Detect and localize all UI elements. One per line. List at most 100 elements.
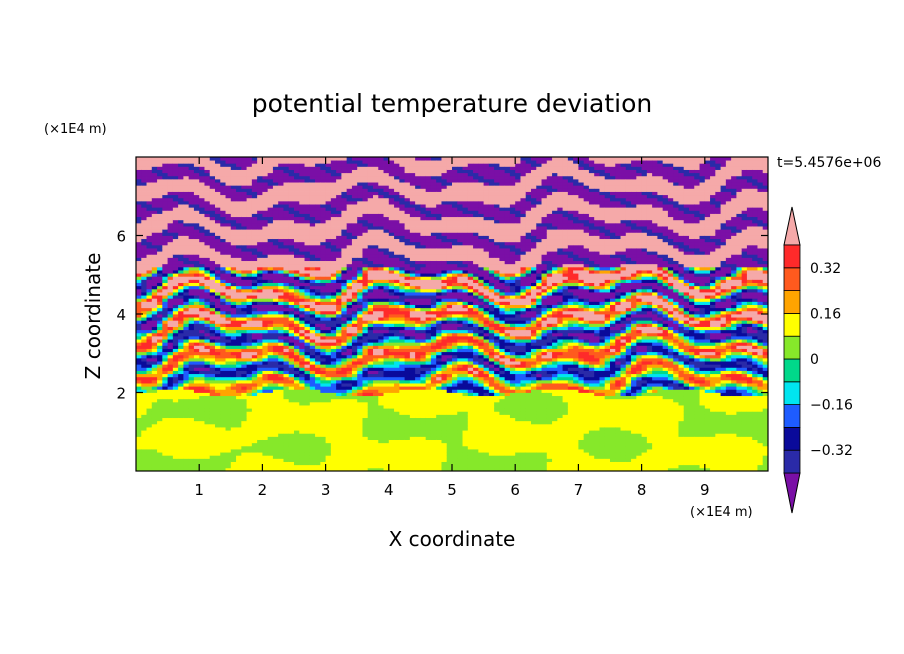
heatmap-cell bbox=[367, 449, 374, 453]
heatmap-cell bbox=[172, 379, 179, 384]
heatmap-cell bbox=[157, 317, 163, 321]
heatmap-cell bbox=[188, 270, 195, 274]
heatmap-cell bbox=[267, 452, 274, 456]
heatmap-cell bbox=[183, 298, 190, 302]
heatmap-cell bbox=[209, 455, 216, 459]
heatmap-cell bbox=[294, 401, 300, 406]
heatmap-cell bbox=[251, 345, 258, 349]
heatmap-cell bbox=[167, 188, 174, 192]
heatmap-cell bbox=[246, 323, 253, 327]
heatmap-cell bbox=[373, 439, 379, 444]
heatmap-cell bbox=[341, 389, 348, 393]
heatmap-cell bbox=[204, 229, 211, 233]
heatmap-cell bbox=[151, 160, 158, 164]
heatmap-cell bbox=[167, 254, 174, 258]
heatmap-cell bbox=[215, 461, 221, 466]
heatmap-cell bbox=[367, 213, 374, 218]
heatmap-cell bbox=[188, 157, 195, 161]
heatmap-cell bbox=[394, 194, 400, 199]
heatmap-cell bbox=[272, 351, 279, 356]
heatmap-cell bbox=[151, 364, 158, 368]
heatmap-cell bbox=[162, 467, 168, 471]
heatmap-cell bbox=[309, 260, 316, 265]
heatmap-cell bbox=[209, 386, 216, 390]
heatmap-cell bbox=[299, 226, 305, 230]
heatmap-cell bbox=[351, 232, 358, 236]
heatmap-cell bbox=[278, 354, 284, 359]
heatmap-cell bbox=[351, 210, 358, 214]
heatmap-cell bbox=[394, 436, 400, 440]
heatmap-cell bbox=[225, 251, 232, 255]
heatmap-cell bbox=[251, 248, 258, 252]
heatmap-cell bbox=[146, 398, 153, 403]
heatmap-cell bbox=[136, 414, 142, 419]
heatmap-cell bbox=[199, 370, 205, 375]
heatmap-cell bbox=[199, 216, 205, 221]
heatmap-cell bbox=[136, 298, 142, 302]
heatmap-cell bbox=[299, 235, 305, 240]
heatmap-cell bbox=[136, 292, 142, 296]
heatmap-cell bbox=[309, 310, 316, 315]
heatmap-cell bbox=[241, 178, 247, 183]
heatmap-cell bbox=[167, 401, 174, 406]
heatmap-cell bbox=[230, 345, 237, 349]
heatmap-cell bbox=[188, 461, 195, 466]
heatmap-cell bbox=[288, 241, 295, 246]
heatmap-cell bbox=[299, 342, 305, 346]
heatmap-cell bbox=[246, 226, 253, 230]
heatmap-cell bbox=[204, 226, 211, 230]
heatmap-cell bbox=[193, 307, 200, 312]
heatmap-cell bbox=[172, 389, 179, 393]
heatmap-cell bbox=[309, 188, 316, 192]
heatmap-cell bbox=[336, 442, 342, 447]
heatmap-cell bbox=[278, 260, 284, 265]
heatmap-cell bbox=[341, 411, 348, 415]
heatmap-cell bbox=[357, 292, 363, 296]
heatmap-cell bbox=[204, 175, 211, 180]
heatmap-cell bbox=[320, 257, 326, 262]
heatmap-cell bbox=[230, 273, 237, 277]
heatmap-cell bbox=[304, 339, 311, 343]
heatmap-cell bbox=[178, 401, 184, 406]
heatmap-cell bbox=[283, 320, 290, 324]
heatmap-cell bbox=[236, 200, 242, 205]
heatmap-cell bbox=[272, 405, 279, 409]
heatmap-cell bbox=[383, 370, 390, 375]
heatmap-cell bbox=[236, 248, 242, 252]
heatmap-cell bbox=[220, 213, 226, 218]
heatmap-cell bbox=[336, 373, 342, 378]
heatmap-cell bbox=[151, 226, 158, 230]
heatmap-cell bbox=[157, 458, 163, 462]
heatmap-cell bbox=[315, 326, 321, 331]
heatmap-cell bbox=[262, 197, 269, 202]
heatmap-cell bbox=[325, 160, 332, 164]
heatmap-cell bbox=[272, 389, 279, 393]
heatmap-cell bbox=[325, 354, 332, 359]
heatmap-cell bbox=[373, 314, 379, 318]
heatmap-cell bbox=[193, 345, 200, 349]
heatmap-cell bbox=[225, 442, 232, 447]
heatmap-cell bbox=[230, 191, 237, 196]
heatmap-cell bbox=[299, 157, 305, 161]
heatmap-cell bbox=[167, 194, 174, 199]
heatmap-cell bbox=[251, 449, 258, 453]
heatmap-cell bbox=[246, 357, 253, 362]
heatmap-cell bbox=[257, 285, 263, 290]
heatmap-cell bbox=[236, 414, 242, 419]
heatmap-cell bbox=[246, 439, 253, 444]
heatmap-cell bbox=[383, 219, 390, 224]
heatmap-cell bbox=[220, 439, 226, 444]
heatmap-cell bbox=[236, 423, 242, 428]
heatmap-cell bbox=[199, 219, 205, 224]
heatmap-cell bbox=[299, 266, 305, 271]
heatmap-cell bbox=[251, 235, 258, 240]
heatmap-cell bbox=[151, 157, 158, 161]
heatmap-cell bbox=[215, 373, 221, 378]
heatmap-cell bbox=[351, 433, 358, 437]
heatmap-cell bbox=[188, 304, 195, 309]
heatmap-cell bbox=[388, 244, 395, 249]
heatmap-cell bbox=[157, 292, 163, 296]
heatmap-cell bbox=[299, 169, 305, 174]
heatmap-cell bbox=[167, 408, 174, 412]
heatmap-cell bbox=[336, 194, 342, 199]
